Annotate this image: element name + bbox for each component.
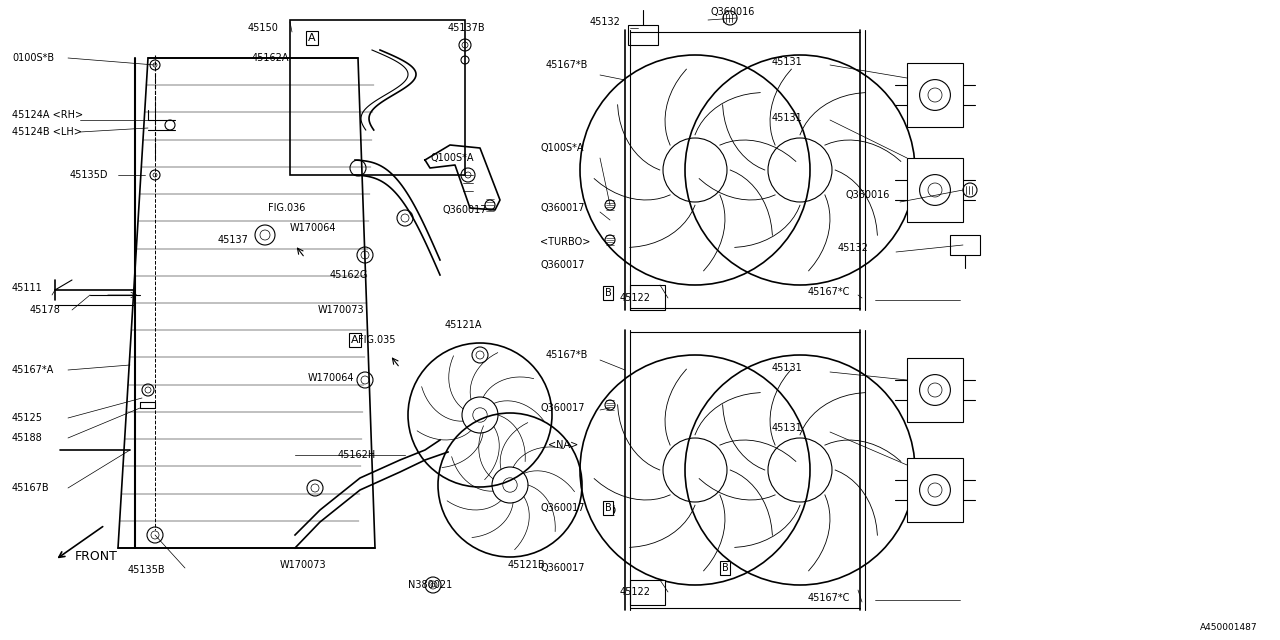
Bar <box>630 285 666 310</box>
Text: Q100S*A: Q100S*A <box>430 153 474 163</box>
Text: <TURBO>: <TURBO> <box>540 237 590 247</box>
Text: Q360017: Q360017 <box>540 260 585 270</box>
Text: 45167*C: 45167*C <box>808 593 850 603</box>
Text: 45178: 45178 <box>29 305 61 315</box>
Text: 45167*C: 45167*C <box>808 287 850 297</box>
Text: A450001487: A450001487 <box>1201 623 1258 632</box>
Text: 45132: 45132 <box>838 243 869 253</box>
Text: 45162A: 45162A <box>252 53 289 63</box>
Text: FIG.035: FIG.035 <box>358 335 396 345</box>
Text: 45167*B: 45167*B <box>547 350 589 360</box>
Text: B: B <box>604 288 612 298</box>
Text: FRONT: FRONT <box>76 550 118 563</box>
Text: Q360016: Q360016 <box>710 7 754 17</box>
Text: 45162H: 45162H <box>338 450 376 460</box>
Text: 45124A <RH>: 45124A <RH> <box>12 110 83 120</box>
Text: 45131: 45131 <box>772 423 803 433</box>
Text: 45132: 45132 <box>590 17 621 27</box>
Bar <box>908 158 963 222</box>
Bar <box>630 580 666 605</box>
Text: B: B <box>604 503 612 513</box>
Text: 45167*B: 45167*B <box>547 60 589 70</box>
Text: 45125: 45125 <box>12 413 44 423</box>
Text: 45167*A: 45167*A <box>12 365 54 375</box>
Text: Q360017: Q360017 <box>540 563 585 573</box>
Text: Q360017: Q360017 <box>540 503 585 513</box>
Text: Q360017: Q360017 <box>540 203 585 213</box>
Text: <NA>: <NA> <box>548 440 579 450</box>
Text: 45162G: 45162G <box>330 270 369 280</box>
Text: B: B <box>722 563 728 573</box>
Text: Q100S*A: Q100S*A <box>540 143 584 153</box>
Text: 45188: 45188 <box>12 433 42 443</box>
Text: Q360016: Q360016 <box>845 190 890 200</box>
Text: W170073: W170073 <box>280 560 326 570</box>
Bar <box>908 458 963 522</box>
Bar <box>908 358 963 422</box>
Bar <box>628 25 658 45</box>
Text: Q360017: Q360017 <box>540 403 585 413</box>
Text: 0100S*B: 0100S*B <box>12 53 54 63</box>
Text: 45121B: 45121B <box>508 560 545 570</box>
Text: 45131: 45131 <box>772 113 803 123</box>
Text: 45122: 45122 <box>620 293 652 303</box>
Text: 45122: 45122 <box>620 587 652 597</box>
Text: 45121A: 45121A <box>445 320 483 330</box>
Text: Q360017: Q360017 <box>442 205 486 215</box>
Text: W170064: W170064 <box>308 373 355 383</box>
Bar <box>291 20 465 175</box>
Bar <box>908 63 963 127</box>
Text: W170064: W170064 <box>291 223 337 233</box>
Text: 45135D: 45135D <box>70 170 109 180</box>
Text: 45137: 45137 <box>218 235 248 245</box>
Text: 45137B: 45137B <box>448 23 485 33</box>
Text: 45150: 45150 <box>248 23 279 33</box>
Text: A: A <box>308 33 316 43</box>
Text: 45131: 45131 <box>772 57 803 67</box>
Text: FIG.036: FIG.036 <box>268 203 306 213</box>
Text: 45111: 45111 <box>12 283 42 293</box>
Text: A: A <box>351 335 358 345</box>
Text: W170073: W170073 <box>317 305 365 315</box>
Text: 45124B <LH>: 45124B <LH> <box>12 127 82 137</box>
Text: N380021: N380021 <box>408 580 452 590</box>
Text: 45135B: 45135B <box>128 565 165 575</box>
Text: 45131: 45131 <box>772 363 803 373</box>
Text: 45167B: 45167B <box>12 483 50 493</box>
Bar <box>950 235 980 255</box>
